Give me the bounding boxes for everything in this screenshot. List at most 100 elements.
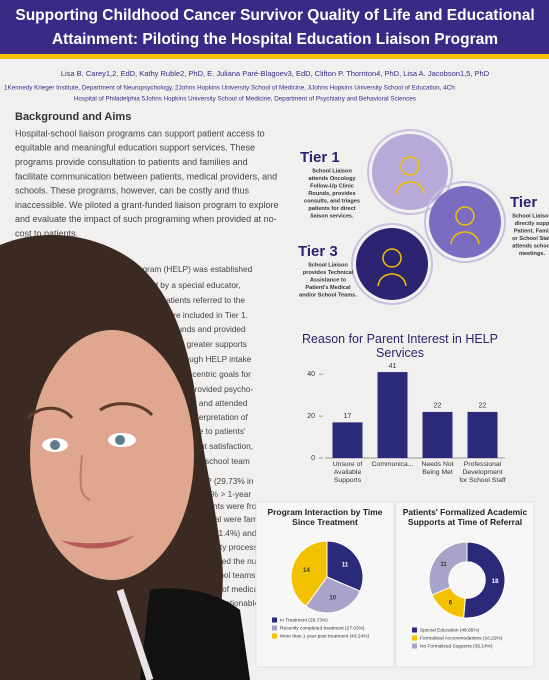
chart-title: Patients' Formalized Academic Supports a… (402, 508, 528, 527)
pie-slice (463, 541, 506, 619)
paragraph-fragment: rdinated by a special educator, (128, 280, 241, 290)
paragraph-line: and evaluate the impact of such programi… (15, 214, 277, 224)
bar-value-label: 17 (344, 413, 352, 420)
paragraph-line: programs provide consultation to patient… (15, 157, 248, 167)
legend-swatch (412, 635, 417, 641)
x-tick-label: Unsure of Available Supports (332, 461, 363, 484)
legend-swatch (412, 627, 417, 633)
chart-title-box: Reason for Parent Interest in HELP Servi… (302, 332, 498, 361)
paragraph-fragment: provided psycho- (190, 384, 253, 394)
x-tick-label-box: Needs Not Being Met (421, 461, 453, 476)
paragraph-fragment: referral were family (195, 514, 266, 524)
chart-title-box: Patients' Formalized Academic Supports a… (402, 508, 528, 527)
x-tick-label: Professional Development for School Staf… (459, 461, 506, 484)
tier-text: Rounds, provides (308, 191, 355, 197)
slice-label: 6 (449, 600, 453, 606)
tier-icon (351, 223, 433, 305)
chart-title-box: Program Interaction by Time Since Treatm… (267, 508, 383, 527)
tier-text: School Liaison (312, 168, 352, 174)
legend-label: In Treatment (29.73%) (280, 617, 328, 623)
title-line: Supporting Childhood Cancer Survivor Qua… (15, 7, 534, 24)
bar-value-label: 22 (434, 403, 442, 410)
affiliation: Hospital of Philadelphia 5Johns Hopkins … (74, 96, 416, 103)
paragraph-line: schools. These programs, however, can be… (15, 186, 249, 196)
paragraph-fragment: school team (205, 456, 250, 466)
header-stripe (0, 54, 549, 59)
chart-title: Reason for Parent Interest in HELP Servi… (302, 332, 498, 361)
pie-slice (305, 576, 361, 614)
paragraph-fragment: increased the number (195, 556, 275, 566)
title-line: Attainment: Piloting the Hospital Educat… (52, 31, 498, 48)
face (30, 330, 194, 580)
paragraph-fragment: nt satisfaction, (200, 441, 253, 451)
paragraph-line: Hospital-school liaison programs can sup… (15, 128, 265, 138)
tier-icon-figure (395, 181, 425, 195)
y-tick-label: 0 (311, 455, 315, 462)
legend-swatch (412, 643, 417, 649)
slice-label: 14 (303, 568, 310, 574)
tier-text: directly supp (515, 221, 549, 227)
x-tick-label-box: Professional Development for School Staf… (459, 461, 506, 484)
iris (115, 435, 125, 445)
chart-title: Program Interaction by Time Since Treatm… (267, 508, 383, 527)
tier-text: provides Technical (303, 270, 354, 276)
poster-content: Hospital-school liaison programs can sup… (15, 128, 549, 678)
legend-label: More than 1 year post treatment (43.24%) (280, 633, 369, 639)
tier-text: Follow-Up Clinic (310, 183, 354, 189)
hair-left (0, 300, 40, 600)
paragraph-fragment: HELP (29.73% in (190, 476, 254, 486)
tier-icon (424, 181, 506, 263)
slice-label: 10 (329, 595, 336, 601)
lips (60, 535, 135, 549)
shirt (140, 588, 250, 680)
lanyard (116, 588, 154, 680)
paragraph-fragment: ri-centric goals for (185, 369, 251, 379)
tier-icon (372, 134, 448, 210)
paragraph-fragment: on Program (HELP) was established (118, 264, 253, 274)
tier-icon-figure (450, 231, 480, 245)
legend-swatch (272, 625, 277, 631)
legend-label: Special Education (48.65%) (420, 627, 480, 633)
eyebrow (26, 406, 74, 420)
legend-label: No Formalized Supports (35.14%) (420, 643, 493, 649)
paragraph-line: equitable and meaningful education suppo… (15, 143, 255, 153)
slice-label: 18 (492, 579, 499, 585)
tier-text: and/or School Teams. (299, 292, 357, 298)
tier-icon-figure (377, 273, 407, 287)
paragraph-fragment: patients were from (195, 501, 263, 511)
y-tick-label: 40 (307, 371, 315, 378)
bar (422, 411, 453, 458)
tier-icon (429, 186, 501, 258)
legend-swatch (272, 633, 277, 639)
slice-label: 11 (440, 562, 447, 568)
tier-text: meetings. (519, 251, 546, 257)
x-tick-label-box: Unsure of Available Supports (332, 461, 363, 484)
section-heading: Background and Aims (15, 111, 131, 123)
paragraph-fragment: School teams (205, 570, 255, 580)
bar-value-label: 41 (389, 363, 397, 370)
iris (50, 440, 60, 450)
tier-text: Assistance to (310, 277, 347, 283)
tier-name: Tier (510, 194, 537, 211)
header-band (0, 0, 549, 54)
paragraph-fragment: All patients referred to the (150, 295, 245, 305)
bar (467, 411, 498, 458)
tier-text: consults, and triages (304, 198, 360, 204)
legend-label: Formalized Accommodations (16.22%) (420, 635, 503, 641)
paragraph-fragment: ed greater supports (175, 339, 247, 349)
tier-text: patients for direct (308, 206, 355, 212)
paragraph-fragment: lation of medical (200, 584, 260, 594)
paragraph-line: cost to patients. (15, 228, 78, 238)
tier-icon (367, 129, 453, 215)
bar (332, 422, 363, 458)
authors: Lisa B. Carey1,2, EdD, Kathy Ruble2, PhD… (61, 69, 490, 78)
pie-slice (428, 541, 468, 596)
chart-panel (395, 501, 535, 668)
legend-label: Recently completed treatment (27.03%) (280, 625, 365, 631)
paragraph-fragment: nterpretation of (192, 412, 249, 422)
eyebrow (99, 402, 154, 417)
x-tick-label-box: Communica... (372, 461, 414, 468)
paragraph-fragment: and actionable (205, 598, 259, 608)
